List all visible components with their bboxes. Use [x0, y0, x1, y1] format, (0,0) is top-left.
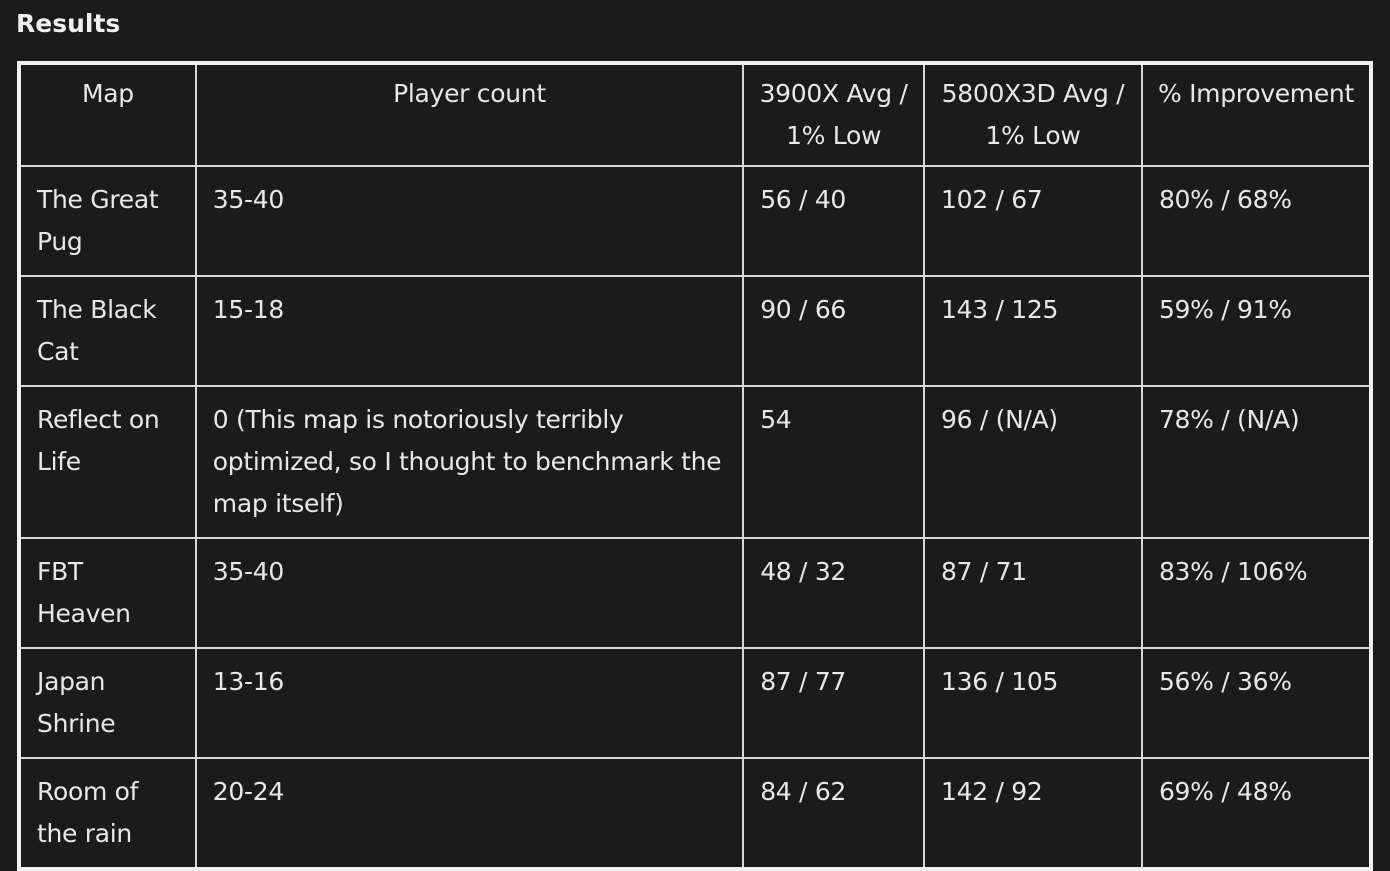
table-cell: Reflect on Life: [18, 385, 197, 539]
table-cell: 90 / 66: [742, 275, 925, 387]
table-row: The Great Pug 35-40 56 / 40 102 / 67 80% / 6…: [18, 165, 1373, 277]
table-row: FBT Heaven 35-40 48 / 32 87 / 71 83% / 106%: [18, 537, 1373, 649]
results-table: Map Player count 3900X Avg / 1% Low 5800X3D…: [17, 61, 1373, 871]
table-cell: 142 / 92: [923, 757, 1143, 870]
table-cell: The Black Cat: [18, 275, 197, 387]
table-cell: 69% / 48%: [1140, 757, 1373, 870]
table-cell: 15-18: [194, 275, 745, 387]
column-header: Player count: [194, 62, 745, 167]
table-cell: 80% / 68%: [1140, 165, 1373, 277]
table-cell: 56% / 36%: [1140, 647, 1373, 759]
table-cell: 87 / 71: [923, 537, 1143, 649]
column-header: 3900X Avg / 1% Low: [742, 62, 925, 167]
table-cell: Japan Shrine: [18, 647, 197, 759]
table-row: Room of the rain 20-24 84 / 62 142 / 92 69% …: [18, 757, 1373, 870]
table-cell: 0 (This map is notoriously terribly opti…: [194, 385, 745, 539]
table-cell: 48 / 32: [742, 537, 925, 649]
table-cell: FBT Heaven: [18, 537, 197, 649]
table-cell: 136 / 105: [923, 647, 1143, 759]
column-header: Map: [18, 62, 197, 167]
table-cell: 83% / 106%: [1140, 537, 1373, 649]
table-cell: 54: [742, 385, 925, 539]
section-heading: Results: [16, 9, 121, 38]
table-cell: 78% / (N/A): [1140, 385, 1373, 539]
table-cell: 87 / 77: [742, 647, 925, 759]
table-cell: 102 / 67: [923, 165, 1143, 277]
table-cell: 84 / 62: [742, 757, 925, 870]
table-cell: 96 / (N/A): [923, 385, 1143, 539]
column-header: 5800X3D Avg / 1% Low: [923, 62, 1143, 167]
table-row: Japan Shrine 13-16 87 / 77 136 / 105 56% / 3…: [18, 647, 1373, 759]
table-cell: 59% / 91%: [1140, 275, 1373, 387]
table-cell: The Great Pug: [18, 165, 197, 277]
table-cell: 35-40: [194, 537, 745, 649]
column-header: % Improvement: [1140, 62, 1373, 167]
table-cell: 20-24: [194, 757, 745, 870]
table-row: Reflect on Life 0 (This map is notoriousl…: [18, 385, 1373, 539]
table-cell: 35-40: [194, 165, 745, 277]
table-cell: 13-16: [194, 647, 745, 759]
header-row: Map Player count 3900X Avg / 1% Low 5800X3D…: [18, 62, 1373, 167]
table-cell: Room of the rain: [18, 757, 197, 870]
table-cell: 143 / 125: [923, 275, 1143, 387]
table-row: The Black Cat 15-18 90 / 66 143 / 125 59% / …: [18, 275, 1373, 387]
table-cell: 56 / 40: [742, 165, 925, 277]
